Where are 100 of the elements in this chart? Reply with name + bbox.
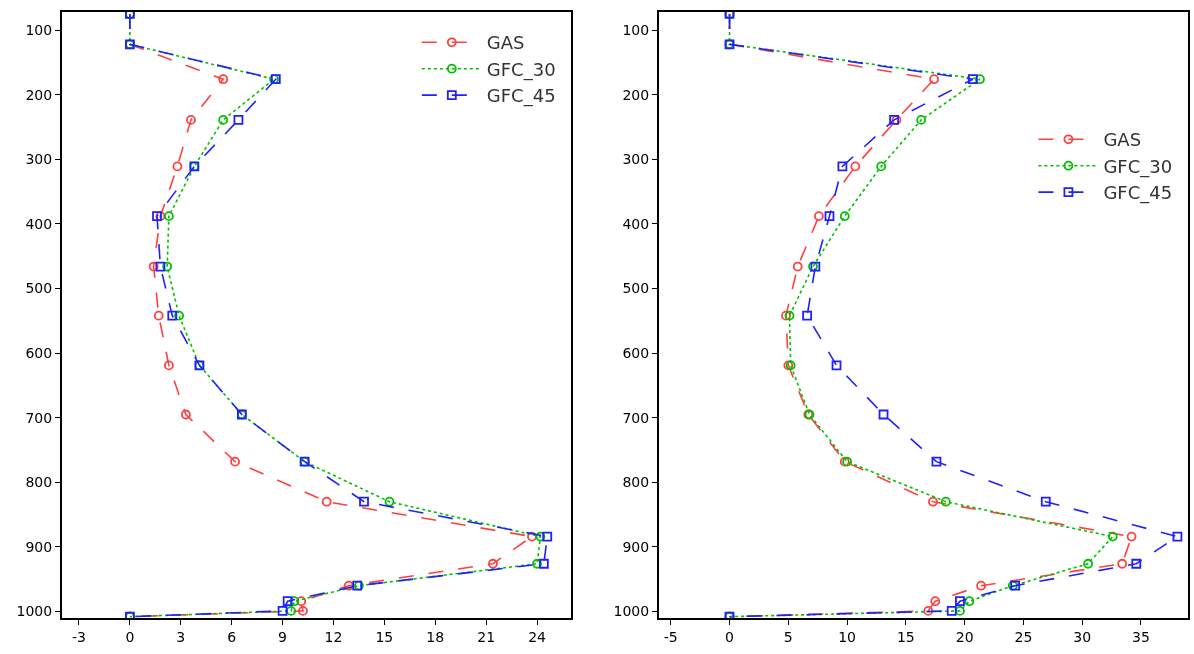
point xyxy=(218,114,229,125)
point xyxy=(976,580,986,591)
point xyxy=(321,496,332,507)
point xyxy=(488,558,498,569)
point xyxy=(296,596,307,607)
legend-label: GAS xyxy=(486,32,525,54)
point xyxy=(964,596,975,607)
x-tick-label: 24 xyxy=(528,628,547,645)
y-tick-label: 100 xyxy=(25,21,53,38)
point xyxy=(527,531,537,542)
y-tick-label: 700 xyxy=(25,409,53,426)
point xyxy=(163,211,174,222)
x-tick-label: 15 xyxy=(375,628,394,645)
point xyxy=(792,261,803,272)
point xyxy=(532,558,542,569)
point xyxy=(929,74,939,85)
point xyxy=(277,605,288,616)
point xyxy=(180,409,191,420)
point xyxy=(878,409,889,420)
point xyxy=(1040,496,1051,507)
y-tick-label: 800 xyxy=(622,474,650,491)
point xyxy=(1107,531,1118,542)
point xyxy=(162,261,173,272)
point xyxy=(975,74,985,85)
point xyxy=(153,310,164,321)
x-tick-label: 21 xyxy=(477,628,496,645)
point xyxy=(802,310,813,321)
point xyxy=(837,161,848,172)
legend-label: GAS xyxy=(1103,129,1142,151)
point xyxy=(233,114,244,125)
point xyxy=(928,496,938,507)
x-tick-label: 30 xyxy=(1073,628,1092,645)
point xyxy=(1131,558,1142,569)
point xyxy=(230,456,240,467)
y-tick-label: 600 xyxy=(25,345,53,362)
point xyxy=(916,114,927,125)
y-tick-label: 1000 xyxy=(613,603,650,620)
point xyxy=(955,605,965,616)
point xyxy=(839,211,850,222)
y-tick-label: 500 xyxy=(25,280,53,297)
point xyxy=(343,580,354,591)
x-tick-label: 0 xyxy=(125,628,135,645)
point xyxy=(359,496,369,507)
point xyxy=(824,211,835,222)
y-tick-label: 100 xyxy=(622,21,650,38)
point xyxy=(535,531,546,542)
point xyxy=(163,360,174,371)
y-tick-label: 900 xyxy=(25,538,53,555)
y-tick-label: 400 xyxy=(25,215,53,232)
point xyxy=(298,605,308,616)
point xyxy=(813,211,824,222)
x-tick-label: 15 xyxy=(896,628,915,645)
legend-label: GFC_30 xyxy=(1103,155,1173,178)
point xyxy=(850,161,861,172)
point xyxy=(1117,558,1128,569)
point xyxy=(967,74,978,85)
point xyxy=(923,605,934,616)
point xyxy=(174,310,184,321)
x-tick-label: 35 xyxy=(1132,628,1150,645)
point xyxy=(167,310,178,321)
point xyxy=(148,261,159,272)
point xyxy=(286,605,296,616)
y-tick-label: 200 xyxy=(25,86,53,103)
y-tick-label: 500 xyxy=(622,280,650,297)
x-tick-label: 9 xyxy=(278,628,288,645)
point xyxy=(831,360,842,371)
point xyxy=(1126,531,1137,542)
point xyxy=(172,161,183,172)
y-tick-label: 300 xyxy=(25,151,53,168)
point xyxy=(1172,531,1183,542)
point xyxy=(946,605,957,616)
point xyxy=(781,310,791,321)
x-tick-label: 25 xyxy=(1014,628,1033,645)
y-tick-label: 900 xyxy=(622,538,650,555)
point xyxy=(289,596,300,607)
y-tick-label: 1000 xyxy=(16,603,53,620)
y-tick-label: 600 xyxy=(622,345,650,362)
legend-label: GFC_30 xyxy=(486,58,556,81)
y-tick-label: 800 xyxy=(25,474,53,491)
legend-label: GFC_45 xyxy=(486,85,556,108)
point xyxy=(155,261,166,272)
y-tick-label: 400 xyxy=(622,215,650,232)
point xyxy=(955,596,965,607)
legend-label: GFC_45 xyxy=(1103,182,1173,205)
point xyxy=(1083,558,1093,569)
point xyxy=(538,558,549,569)
point xyxy=(542,531,553,542)
point xyxy=(384,496,395,507)
point xyxy=(931,456,942,467)
x-tick-label: 20 xyxy=(955,628,974,645)
y-tick-label: 700 xyxy=(622,409,650,426)
x-tick-label: -3 xyxy=(71,628,86,645)
point xyxy=(152,211,162,222)
point xyxy=(940,496,951,507)
x-tick-label: 0 xyxy=(725,628,734,645)
point xyxy=(282,596,293,607)
y-tick-label: 300 xyxy=(622,151,650,168)
x-tick-label: 5 xyxy=(783,628,793,645)
x-tick-label: 10 xyxy=(838,628,856,645)
point xyxy=(784,310,795,321)
